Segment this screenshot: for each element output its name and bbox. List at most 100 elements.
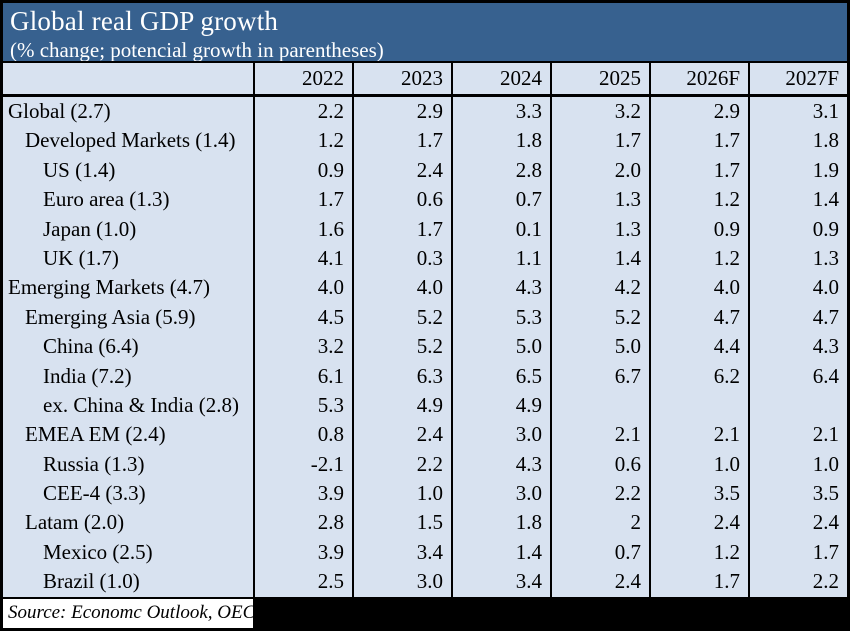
value-cell: 5.3 xyxy=(253,390,352,421)
table-row: UK (1.7) 4.1 0.3 1.1 1.4 1.2 1.3 xyxy=(3,243,847,274)
value-cell: 4.1 xyxy=(253,243,352,274)
row-label: Emerging Markets (4.7) xyxy=(8,275,210,300)
value-cell: 5.3 xyxy=(451,302,550,333)
value-cell: 4.7 xyxy=(649,302,748,333)
value-cell: 3.4 xyxy=(451,567,550,597)
table-row: US (1.4) 0.9 2.4 2.8 2.0 1.7 1.9 xyxy=(3,155,847,186)
value-cell: 1.0 xyxy=(748,449,847,480)
value-cell xyxy=(748,390,847,421)
table-row: Developed Markets (1.4) 1.2 1.7 1.8 1.7 1.7 1.… xyxy=(3,126,847,156)
column-header: 2025 xyxy=(550,63,649,94)
value-cell: 2.1 xyxy=(748,420,847,450)
value-cell: 3.2 xyxy=(550,97,649,127)
value-cell: 0.9 xyxy=(253,155,352,186)
value-cell: 2.9 xyxy=(352,97,451,127)
value-cell: 1.9 xyxy=(748,155,847,186)
value-cell: 4.7 xyxy=(748,302,847,333)
table-row: Euro area (1.3) 1.7 0.6 0.7 1.3 1.2 1.4 xyxy=(3,185,847,215)
table-row: EMEA EM (2.4) 0.8 2.4 3.0 2.1 2.1 2.1 xyxy=(3,420,847,450)
row-label: India (7.2) xyxy=(43,363,132,388)
row-label: Mexico (2.5) xyxy=(43,539,153,564)
table-header-row: 2022 2023 2024 2025 2026F 2027F xyxy=(3,63,847,97)
value-cell: 4.5 xyxy=(253,302,352,333)
row-label: China (6.4) xyxy=(43,334,139,359)
source-note: Source: Economc Outlook, OEC xyxy=(3,598,253,628)
value-cell: 1.7 xyxy=(649,155,748,186)
value-cell: 1.2 xyxy=(649,537,748,568)
value-cell: 4.3 xyxy=(451,273,550,303)
table-row: Brazil (1.0) 2.5 3.0 3.4 2.4 1.7 2.2 xyxy=(3,567,847,597)
row-label: Brazil (1.0) xyxy=(43,569,140,594)
value-cell: 1.4 xyxy=(550,243,649,274)
value-cell: 5.0 xyxy=(550,332,649,362)
row-label: CEE-4 (3.3) xyxy=(43,481,146,506)
row-label: Global (2.7) xyxy=(8,99,111,123)
table-row: Mexico (2.5) 3.9 3.4 1.4 0.7 1.2 1.7 xyxy=(3,537,847,568)
column-header: 2027F xyxy=(748,63,847,94)
value-cell: 3.3 xyxy=(451,97,550,127)
value-cell: 6.4 xyxy=(748,361,847,391)
header-label-spacer xyxy=(3,63,253,94)
value-cell: 1.3 xyxy=(550,185,649,215)
table-row: CEE-4 (3.3) 3.9 1.0 3.0 2.2 3.5 3.5 xyxy=(3,479,847,509)
title-banner: Global real GDP growth (% change; potenc… xyxy=(3,3,847,63)
value-cell: 4.3 xyxy=(451,449,550,480)
value-cell: 3.1 xyxy=(748,97,847,127)
value-cell: 2.4 xyxy=(352,155,451,186)
value-cell: 0.7 xyxy=(550,537,649,568)
row-label: US (1.4) xyxy=(43,157,116,182)
row-label: Euro area (1.3) xyxy=(43,187,170,212)
value-cell xyxy=(649,390,748,421)
value-cell: 2.2 xyxy=(748,567,847,597)
value-cell: 2.1 xyxy=(649,420,748,450)
page-subtitle: (% change; potencial growth in parenthes… xyxy=(10,38,384,62)
value-cell: 0.3 xyxy=(352,243,451,274)
value-cell: 1.3 xyxy=(550,214,649,244)
value-cell: 6.1 xyxy=(253,361,352,391)
value-cell: 1.7 xyxy=(649,567,748,597)
value-cell: 1.7 xyxy=(253,185,352,215)
value-cell: 4.0 xyxy=(649,273,748,303)
column-header: 2024 xyxy=(451,63,550,94)
value-cell: 2.8 xyxy=(253,508,352,538)
value-cell: 1.7 xyxy=(352,126,451,156)
value-cell: 2.9 xyxy=(649,97,748,127)
value-cell: 1.2 xyxy=(649,243,748,274)
value-cell: 1.8 xyxy=(451,508,550,538)
row-label: ex. China & India (2.8) xyxy=(43,392,239,417)
table-body: Global (2.7) 2.2 2.9 3.3 3.2 2.9 3.1 Developed … xyxy=(3,97,847,597)
value-cell: 1.3 xyxy=(748,243,847,274)
value-cell: 3.5 xyxy=(748,479,847,509)
column-header: 2022 xyxy=(253,63,352,94)
value-cell: 2.4 xyxy=(748,508,847,538)
row-label: Russia (1.3) xyxy=(43,451,145,476)
source-strip: Source: Economc Outlook, OEC xyxy=(3,596,847,628)
value-cell: 3.0 xyxy=(451,479,550,509)
table-row: Japan (1.0) 1.6 1.7 0.1 1.3 0.9 0.9 xyxy=(3,214,847,244)
value-cell: 2.4 xyxy=(550,567,649,597)
value-cell: 1.2 xyxy=(253,126,352,156)
table-row: Russia (1.3) -2.1 2.2 4.3 0.6 1.0 1.0 xyxy=(3,449,847,480)
value-cell: 4.9 xyxy=(451,390,550,421)
value-cell: 1.5 xyxy=(352,508,451,538)
value-cell: 2.8 xyxy=(451,155,550,186)
column-header: 2023 xyxy=(352,63,451,94)
value-cell: 4.9 xyxy=(352,390,451,421)
row-label: Japan (1.0) xyxy=(43,216,137,241)
value-cell: 1.4 xyxy=(748,185,847,215)
value-cell: 0.9 xyxy=(748,214,847,244)
row-label: UK (1.7) xyxy=(43,245,119,270)
value-cell: 0.6 xyxy=(352,185,451,215)
table-row: Emerging Asia (5.9) 4.5 5.2 5.3 5.2 4.7 4.7 xyxy=(3,302,847,333)
value-cell: 0.1 xyxy=(451,214,550,244)
table-row: Global (2.7) 2.2 2.9 3.3 3.2 2.9 3.1 xyxy=(3,97,847,127)
value-cell: 1.7 xyxy=(550,126,649,156)
value-cell: 0.7 xyxy=(451,185,550,215)
value-cell: 4.0 xyxy=(748,273,847,303)
row-label: EMEA EM (2.4) xyxy=(25,422,166,447)
value-cell: 2.2 xyxy=(352,449,451,480)
table-row: China (6.4) 3.2 5.2 5.0 5.0 4.4 4.3 xyxy=(3,332,847,362)
value-cell: 2.4 xyxy=(352,420,451,450)
value-cell: 6.7 xyxy=(550,361,649,391)
value-cell: 0.9 xyxy=(649,214,748,244)
